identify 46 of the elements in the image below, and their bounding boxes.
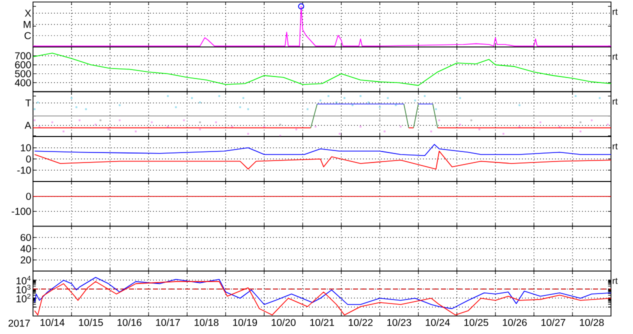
text: rt	[612, 54, 618, 60]
text: rt	[612, 278, 618, 284]
y-tick-label: 10	[20, 144, 31, 152]
y-tick-label: 10$^{3}$	[16, 284, 30, 294]
x-tick-label: 10/19	[233, 318, 257, 326]
x-tick-label: 10/20	[272, 318, 296, 326]
text: rt	[612, 8, 618, 15]
text: T	[25, 99, 32, 106]
x-tick-label: 10/24	[426, 318, 450, 326]
y-tick-label: 600	[15, 61, 31, 68]
line-series	[34, 144, 611, 156]
text: C	[24, 32, 31, 40]
x-tick-label: 10/27	[541, 318, 566, 326]
y-tick-label: -100	[12, 208, 31, 215]
y-tick-label: 500	[15, 70, 31, 78]
x-tick-label: 10/26	[502, 318, 527, 326]
y-tick-label: 10$^{4}$	[16, 276, 31, 284]
line-series	[34, 150, 611, 170]
x-tick-label: 10/23	[387, 318, 412, 326]
x-tick-label: 10/14	[40, 318, 64, 326]
x-tick-label: 10/16	[118, 318, 142, 326]
y-tick-label: 20	[20, 256, 31, 264]
text: rt	[612, 143, 618, 150]
text: X	[24, 10, 32, 17]
y-tick-label: 40	[20, 245, 31, 252]
x-tick-label: 10/22	[348, 318, 373, 326]
x-tick-label: 10/25	[464, 318, 488, 326]
x-tick-label: 10/15	[79, 318, 103, 326]
text: A	[24, 122, 32, 129]
x-tick-label: 10/18	[194, 318, 218, 326]
y-tick-label: 60	[20, 234, 31, 242]
y-tick-label: 0	[26, 155, 31, 163]
x-tick-label: 10/21	[310, 318, 334, 326]
text: M	[24, 20, 30, 28]
line-series	[34, 277, 611, 310]
y-tick-label: 400	[14, 79, 31, 86]
y-tick-label: -10	[17, 166, 31, 174]
text: rt	[612, 98, 618, 105]
x-axis-title: 2017	[8, 320, 30, 327]
line-series	[33, 52, 611, 86]
line-series	[34, 281, 611, 316]
y-tick-label: 10$^{2}$	[16, 294, 30, 302]
y-tick-label: 700	[15, 52, 31, 60]
x-tick-label: 10/17	[156, 318, 180, 326]
y-tick-label: 0	[26, 192, 31, 200]
x-tick-label: 10/28	[580, 318, 604, 326]
